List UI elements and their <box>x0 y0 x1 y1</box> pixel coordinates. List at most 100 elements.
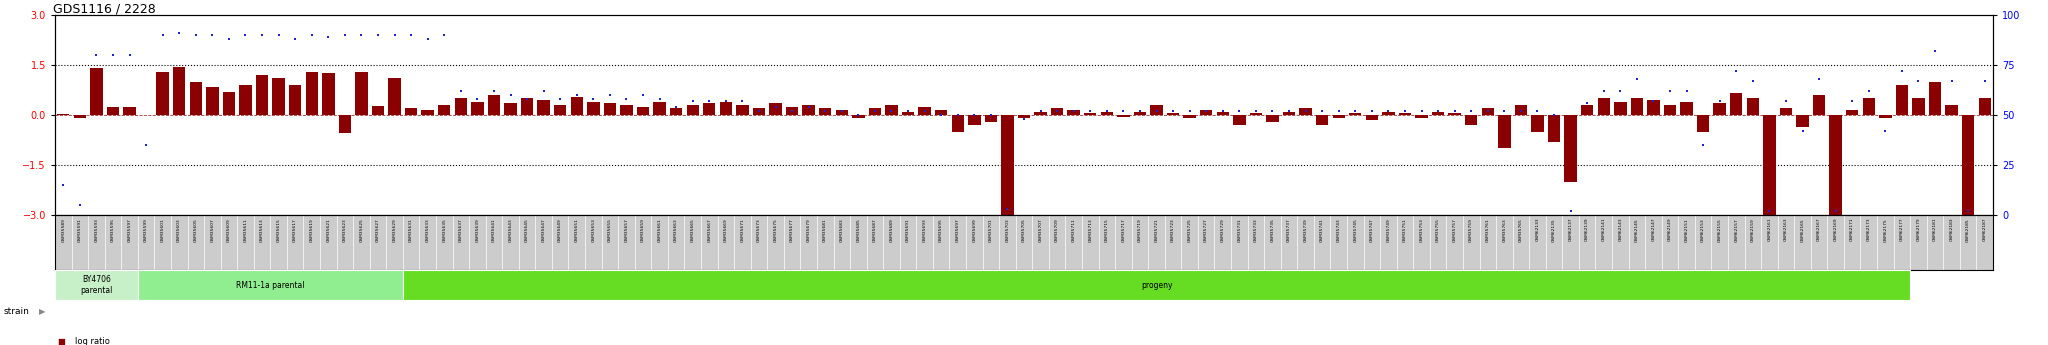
Bar <box>969 115 981 125</box>
Text: GSM62173: GSM62173 <box>1868 218 1870 241</box>
Bar <box>1083 114 1096 115</box>
Text: GSM35641: GSM35641 <box>492 218 496 241</box>
Bar <box>1317 115 1329 125</box>
Text: progeny: progeny <box>1141 280 1171 289</box>
Text: GSM35723: GSM35723 <box>1171 218 1176 241</box>
Bar <box>2011 115 2023 165</box>
Text: GSM35669: GSM35669 <box>723 218 727 241</box>
Bar <box>322 73 334 115</box>
Text: GSM35607: GSM35607 <box>211 218 215 241</box>
Bar <box>1763 115 1776 231</box>
Text: GSM35637: GSM35637 <box>459 218 463 241</box>
Bar <box>1663 105 1675 115</box>
Bar <box>754 108 766 115</box>
Text: GSM35727: GSM35727 <box>1204 218 1208 241</box>
Bar <box>1167 114 1180 115</box>
Text: GSM35705: GSM35705 <box>1022 218 1026 241</box>
Bar <box>621 105 633 115</box>
Bar <box>422 110 434 115</box>
Text: GSM35715: GSM35715 <box>1104 218 1108 241</box>
Text: GSM62163: GSM62163 <box>1784 218 1788 241</box>
Text: GSM62169: GSM62169 <box>1833 218 1837 241</box>
Bar <box>670 108 682 115</box>
Bar <box>1614 102 1626 115</box>
Text: GSM35663: GSM35663 <box>674 218 678 241</box>
Text: GSM35763: GSM35763 <box>1503 218 1507 241</box>
Text: BY4706
parental: BY4706 parental <box>80 275 113 295</box>
Text: GSM35685: GSM35685 <box>856 218 860 241</box>
Text: GSM35757: GSM35757 <box>1452 218 1456 241</box>
Text: GSM35611: GSM35611 <box>244 218 248 241</box>
Bar <box>137 270 403 300</box>
Text: GSM35673: GSM35673 <box>758 218 762 241</box>
Text: GSM62175: GSM62175 <box>1884 218 1888 241</box>
Bar <box>406 108 418 115</box>
Text: GSM35615: GSM35615 <box>276 218 281 241</box>
Bar <box>918 107 932 115</box>
Bar <box>1051 108 1063 115</box>
Bar <box>1282 112 1294 115</box>
Bar <box>901 112 913 115</box>
Text: GSM35647: GSM35647 <box>541 218 545 241</box>
Text: GSM35589: GSM35589 <box>61 218 66 241</box>
Bar <box>1747 98 1759 115</box>
Bar <box>240 85 252 115</box>
Text: GSM62141: GSM62141 <box>1602 218 1606 241</box>
Bar <box>1698 115 1710 132</box>
Text: GSM35735: GSM35735 <box>1270 218 1274 241</box>
Bar <box>1266 115 1278 122</box>
Text: GSM62181: GSM62181 <box>1933 218 1937 241</box>
Bar <box>1845 110 1858 115</box>
Text: GSM35643: GSM35643 <box>508 218 512 241</box>
Bar <box>272 78 285 115</box>
Bar <box>571 97 584 115</box>
Bar <box>455 98 467 115</box>
Bar <box>555 105 567 115</box>
Text: GSM35661: GSM35661 <box>657 218 662 241</box>
Text: GSM35657: GSM35657 <box>625 218 629 241</box>
Bar <box>1929 82 1942 115</box>
Text: GSM62177: GSM62177 <box>1901 218 1905 241</box>
Bar <box>1532 115 1544 132</box>
Bar <box>1516 105 1528 115</box>
Bar <box>1647 100 1659 115</box>
Text: ■: ■ <box>57 337 66 345</box>
Text: GSM35751: GSM35751 <box>1403 218 1407 241</box>
Text: GSM62179: GSM62179 <box>1917 218 1921 241</box>
Bar <box>338 115 350 133</box>
Text: GSM62149: GSM62149 <box>1667 218 1671 241</box>
Text: GSM35591: GSM35591 <box>78 218 82 241</box>
Bar <box>868 108 881 115</box>
Text: ▶: ▶ <box>39 307 45 316</box>
Bar <box>190 82 203 115</box>
Bar <box>1100 112 1112 115</box>
Text: GSM35675: GSM35675 <box>774 218 778 241</box>
Bar <box>588 102 600 115</box>
Text: GSM62155: GSM62155 <box>1718 218 1722 241</box>
Text: GSM35711: GSM35711 <box>1071 218 1075 241</box>
Text: GSM62161: GSM62161 <box>1767 218 1772 241</box>
Text: GSM35617: GSM35617 <box>293 218 297 241</box>
Bar <box>1151 105 1163 115</box>
Bar <box>1018 115 1030 118</box>
Bar <box>770 104 782 115</box>
Text: RM11-1a parental: RM11-1a parental <box>236 280 305 289</box>
Text: GSM35753: GSM35753 <box>1419 218 1423 241</box>
Text: GSM35693: GSM35693 <box>922 218 926 241</box>
Bar <box>702 104 715 115</box>
Bar <box>106 107 119 115</box>
Bar <box>885 105 897 115</box>
Bar <box>936 110 948 115</box>
Text: GSM62151: GSM62151 <box>1686 218 1688 241</box>
Text: GSM62147: GSM62147 <box>1651 218 1655 241</box>
Bar <box>735 105 750 115</box>
Text: GSM35651: GSM35651 <box>575 218 580 241</box>
Bar <box>537 100 549 115</box>
Bar <box>1548 115 1561 142</box>
Text: GSM62159: GSM62159 <box>1751 218 1755 241</box>
Bar <box>1249 114 1262 115</box>
Bar <box>1116 115 1130 117</box>
Text: GSM62135: GSM62135 <box>1552 218 1556 241</box>
Text: GSM35743: GSM35743 <box>1337 218 1341 241</box>
Bar <box>1565 115 1577 182</box>
